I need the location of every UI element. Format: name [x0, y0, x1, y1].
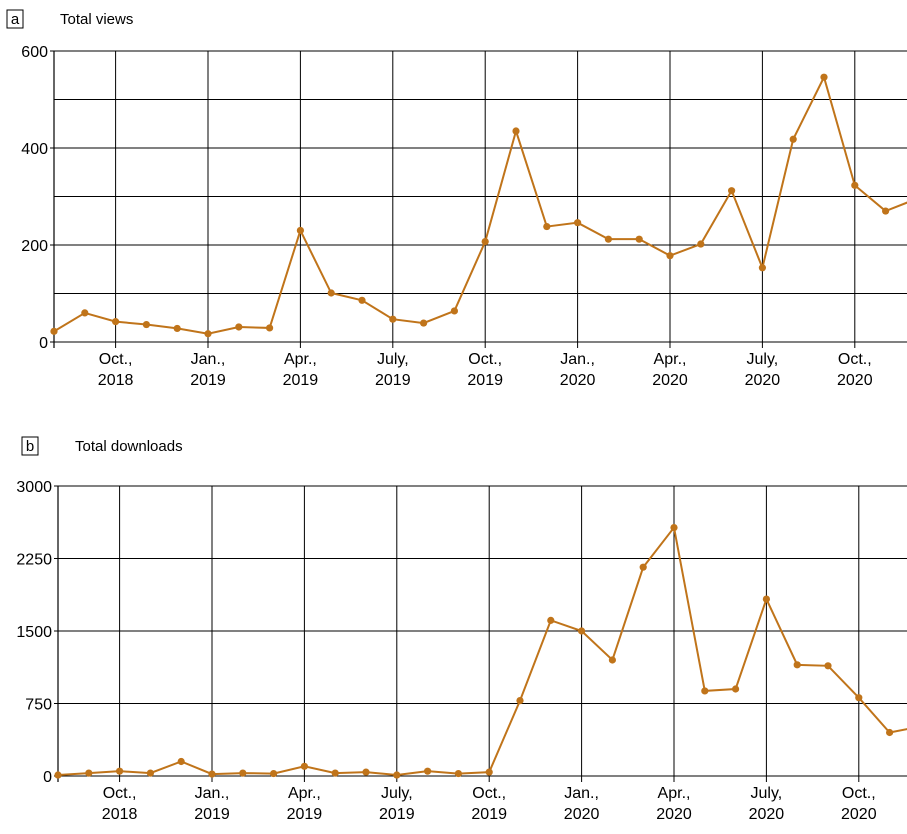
- data-point: [331, 769, 339, 777]
- panel-label: a: [11, 11, 20, 28]
- x-tick-label: Apr., 2019: [287, 785, 323, 823]
- y-tick-label: 0: [43, 769, 52, 786]
- data-point: [50, 327, 58, 335]
- data-point: [886, 728, 894, 737]
- plot-area: 0 750 1500 2250 3000 Oct., 2018 Jan., 2019 Apr., 2…: [16, 479, 907, 823]
- data-point: [235, 323, 243, 331]
- data-point: [608, 656, 617, 664]
- data-point: [450, 307, 458, 315]
- panel-label-box: [21, 436, 39, 456]
- data-point: [635, 235, 643, 243]
- x-tick-label: Oct., 2020: [841, 785, 877, 823]
- x-tick-label: Oct., 2019: [467, 351, 503, 389]
- panel-a: a Total views 0 200 400 600 Oct., 2018 Jan., 20…: [6, 9, 907, 389]
- data-point: [204, 330, 212, 338]
- data-point: [239, 769, 247, 777]
- x-tick-label: Apr., 2019: [283, 351, 319, 389]
- data-point: [697, 240, 705, 248]
- x-tick-label: Oct., 2019: [471, 785, 507, 823]
- x-tick-label: Apr., 2020: [652, 351, 688, 389]
- data-point: [701, 687, 709, 695]
- data-point: [116, 767, 124, 775]
- data-point: [758, 264, 767, 272]
- data-point: [516, 697, 524, 705]
- x-tick-label: July, 2020: [745, 351, 781, 389]
- data-point: [208, 770, 216, 778]
- data-point: [851, 181, 859, 189]
- data-point: [362, 768, 370, 776]
- data-point: [424, 767, 432, 775]
- x-tick-label: Jan., 2019: [190, 351, 226, 389]
- data-point: [732, 685, 740, 693]
- plot-area: 0 200 400 600 Oct., 2018 Jan., 2019 Apr., 2019 Jul…: [21, 44, 907, 389]
- x-tick-label: July, 2020: [749, 785, 785, 823]
- x-tick-label: Jan., 2020: [560, 351, 596, 389]
- x-tick-label: Oct., 2018: [102, 785, 138, 823]
- data-point: [146, 769, 154, 777]
- chart-title: Total views: [60, 11, 133, 28]
- series-line: [53, 74, 907, 335]
- y-tick-label: 1500: [16, 624, 52, 641]
- data-point: [54, 771, 62, 779]
- data-point: [393, 771, 401, 779]
- data-point: [327, 289, 335, 297]
- data-point: [574, 219, 582, 227]
- x-tick-label: Apr., 2020: [656, 785, 692, 823]
- data-point: [789, 135, 797, 143]
- panel-b: b Total downloads 0 750 1500 2250 3000 Oct., 2…: [16, 436, 907, 823]
- data-point: [266, 324, 274, 332]
- y-tick-label: 2250: [16, 552, 52, 569]
- panel-label-box: [6, 9, 24, 29]
- x-tick-label: July, 2019: [379, 785, 415, 823]
- y-tick-label: 200: [21, 238, 48, 255]
- series-line: [57, 525, 907, 777]
- data-point: [639, 563, 647, 571]
- data-point: [666, 252, 674, 260]
- data-point: [177, 757, 185, 766]
- y-tick-label: 600: [21, 44, 48, 61]
- data-point: [420, 319, 428, 327]
- y-tick-label: 750: [25, 697, 52, 714]
- data-point: [824, 662, 832, 670]
- data-point: [728, 187, 736, 195]
- data-point: [270, 769, 278, 778]
- data-point: [670, 523, 678, 532]
- data-point: [485, 768, 493, 776]
- data-point: [300, 762, 308, 770]
- x-tick-label: July, 2019: [375, 351, 411, 389]
- data-point: [358, 296, 366, 304]
- data-point: [142, 320, 150, 329]
- data-point: [578, 627, 586, 635]
- data-point: [454, 769, 462, 778]
- data-point: [173, 324, 181, 333]
- data-point: [81, 309, 89, 317]
- data-point: [762, 595, 771, 603]
- y-tick-label: 3000: [16, 479, 52, 496]
- data-point: [820, 73, 828, 81]
- data-point: [882, 207, 890, 215]
- data-point: [547, 616, 555, 624]
- panel-label: b: [26, 438, 34, 455]
- data-point: [389, 315, 397, 323]
- data-point: [296, 226, 304, 235]
- y-tick-label: 400: [21, 141, 48, 158]
- data-point: [85, 769, 93, 777]
- data-point: [543, 222, 551, 231]
- data-point: [112, 318, 120, 326]
- x-tick-label: Jan., 2020: [564, 785, 600, 823]
- x-tick-label: Jan., 2019: [194, 785, 230, 823]
- data-point: [512, 127, 520, 135]
- data-point: [793, 661, 801, 669]
- x-tick-label: Oct., 2020: [837, 351, 873, 389]
- data-point: [481, 238, 489, 246]
- chart-title: Total downloads: [75, 438, 183, 455]
- data-point: [604, 235, 613, 243]
- x-tick-label: Oct., 2018: [98, 351, 134, 389]
- y-tick-label: 0: [39, 335, 48, 352]
- data-point: [855, 694, 863, 702]
